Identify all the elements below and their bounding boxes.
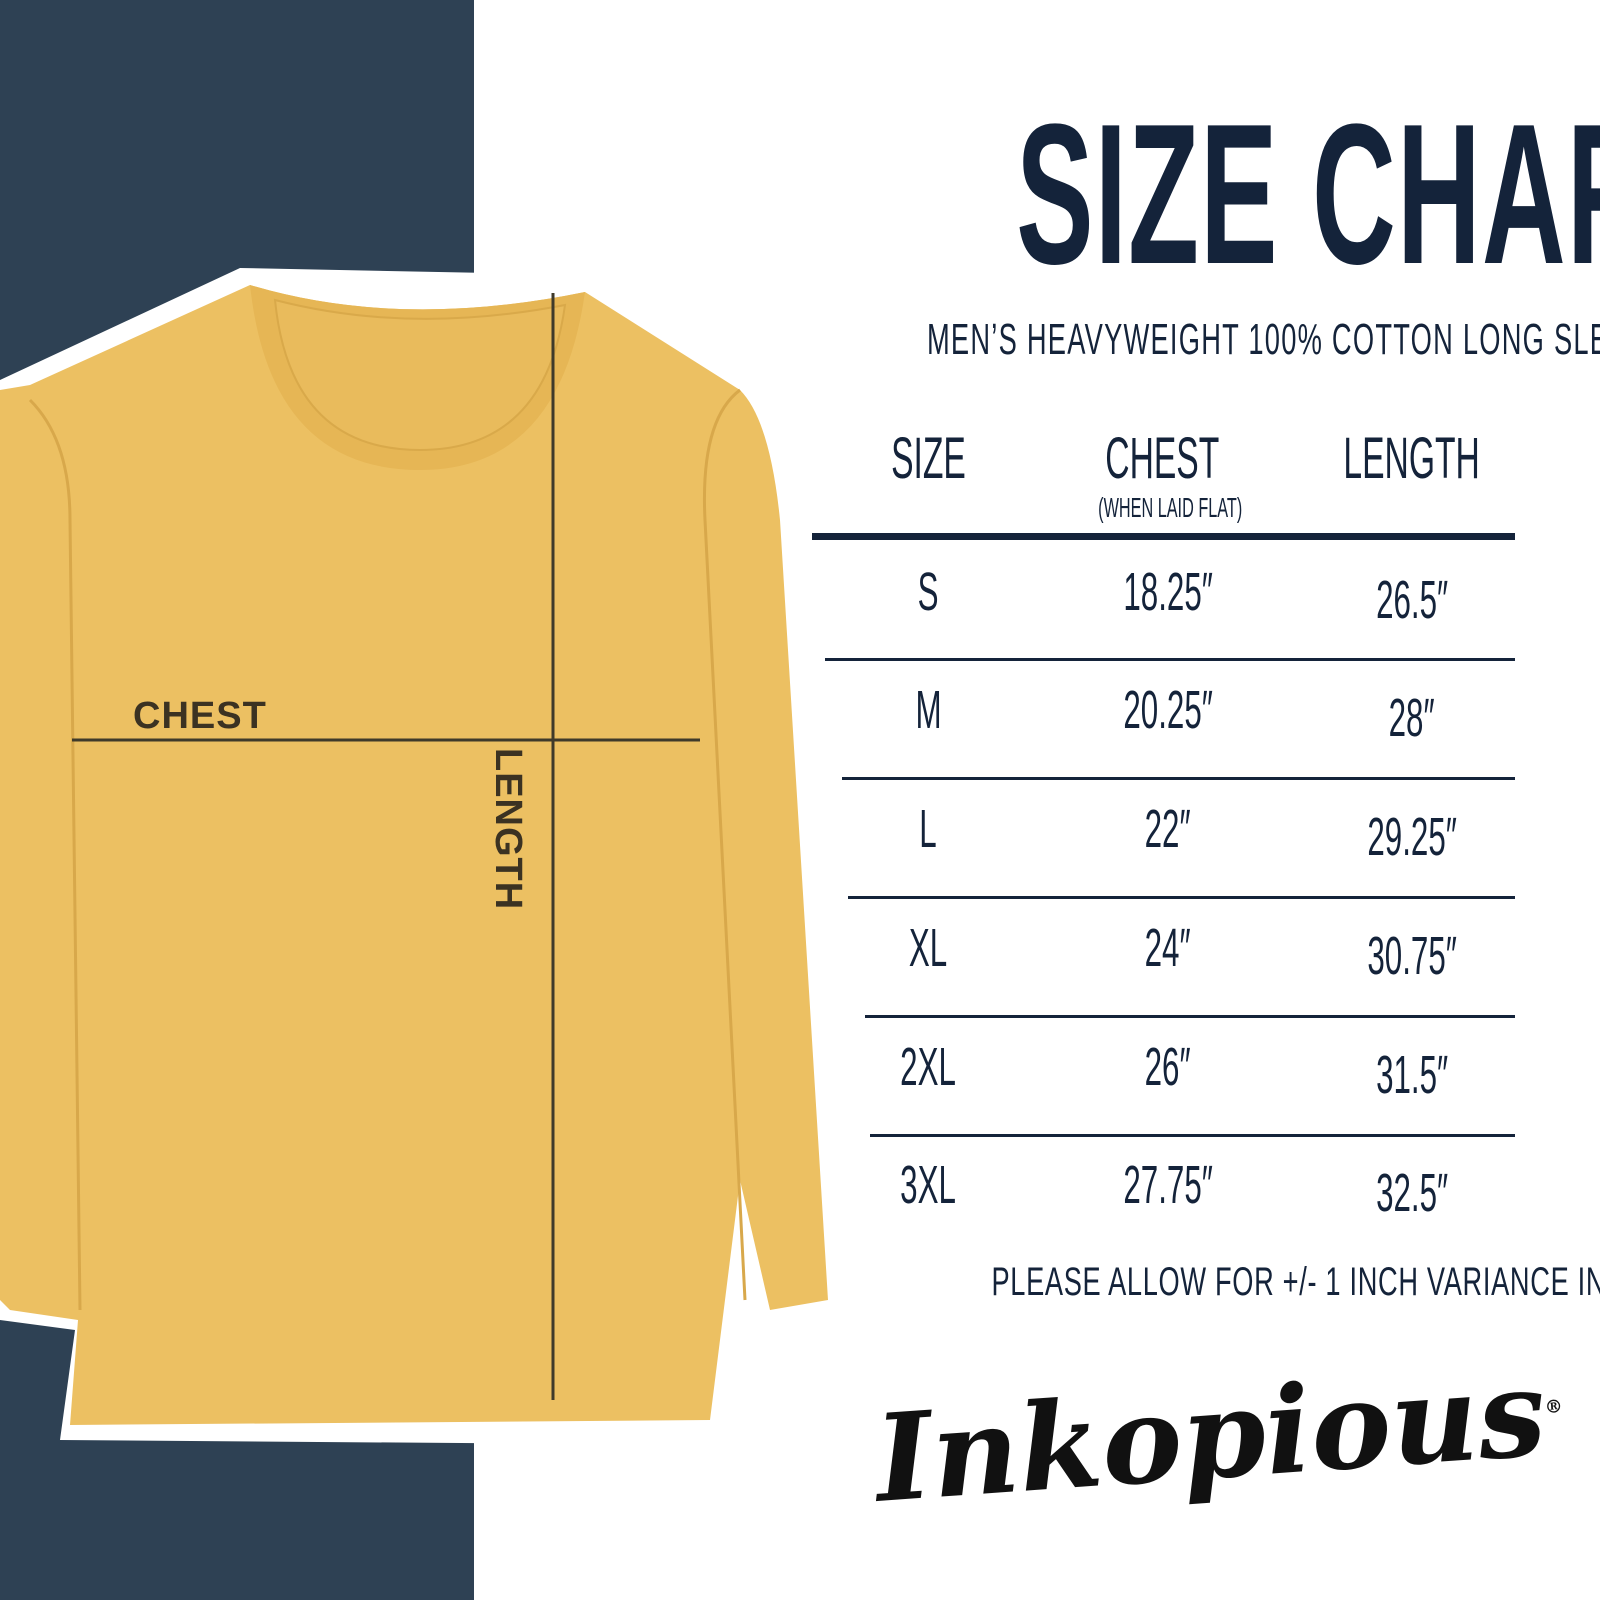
cell-length-text: 26.5″ xyxy=(1375,570,1449,630)
row-divider xyxy=(842,777,1515,780)
cell-length: 29.25″ xyxy=(1262,810,1562,864)
cell-chest-text: 20.25″ xyxy=(1123,680,1213,740)
header-chest-note: (WHEN LAID FLAT) xyxy=(1020,492,1320,524)
cell-chest: 24″ xyxy=(1018,921,1318,975)
header-chest: CHEST xyxy=(1012,430,1312,488)
header-size: SIZE xyxy=(778,430,1078,488)
cell-size: L xyxy=(778,802,1078,856)
cell-length: 26.5″ xyxy=(1262,573,1562,627)
cell-chest-text: 24″ xyxy=(1145,918,1191,978)
cell-size-text: M xyxy=(914,680,942,740)
cell-chest-text: 22″ xyxy=(1145,799,1191,859)
cell-chest: 22″ xyxy=(1018,802,1318,856)
cell-chest: 26″ xyxy=(1018,1040,1318,1094)
chest-label: CHEST xyxy=(133,695,267,737)
cell-chest: 18.25″ xyxy=(1018,565,1318,619)
header-divider xyxy=(812,533,1515,540)
cell-size: 3XL xyxy=(778,1158,1078,1212)
cell-length-text: 31.5″ xyxy=(1375,1045,1449,1105)
header-chest-note-text: (WHEN LAID FLAT) xyxy=(1097,492,1243,523)
cell-chest-text: 18.25″ xyxy=(1123,562,1213,622)
header-length: LENGTH xyxy=(1262,430,1562,488)
shirt-body xyxy=(0,285,828,1425)
cell-length-text: 30.75″ xyxy=(1367,926,1457,986)
header-size-text: SIZE xyxy=(890,426,966,491)
cell-length-text: 28″ xyxy=(1389,688,1435,748)
cell-chest: 20.25″ xyxy=(1018,683,1318,737)
cell-size-text: XL xyxy=(908,918,948,978)
cell-size-text: L xyxy=(919,799,937,859)
length-label: LENGTH xyxy=(487,748,529,911)
cell-size: XL xyxy=(778,921,1078,975)
cell-length-text: 29.25″ xyxy=(1367,807,1457,867)
subtitle-text: MEN’S HEAVYWEIGHT 100% COTTON LONG SLEEV… xyxy=(926,315,1600,364)
row-divider xyxy=(865,1015,1515,1018)
subtitle: MEN’S HEAVYWEIGHT 100% COTTON LONG SLEEV… xyxy=(700,318,1600,362)
cell-size: M xyxy=(778,683,1078,737)
variance-note: PLEASE ALLOW FOR +/- 1 INCH VARIANCE IN … xyxy=(830,1262,1600,1302)
row-divider xyxy=(848,896,1515,899)
variance-note-text: PLEASE ALLOW FOR +/- 1 INCH VARIANCE IN … xyxy=(991,1260,1600,1304)
cell-length-text: 32.5″ xyxy=(1375,1163,1449,1223)
cell-length: 28″ xyxy=(1262,691,1562,745)
row-divider xyxy=(825,658,1515,661)
cell-length: 30.75″ xyxy=(1262,929,1562,983)
header-length-text: LENGTH xyxy=(1343,426,1481,491)
cell-size: 2XL xyxy=(778,1040,1078,1094)
header-chest-text: CHEST xyxy=(1104,426,1219,491)
cell-chest-text: 27.75″ xyxy=(1123,1155,1213,1215)
page-title: SIZE CHART xyxy=(760,95,1600,295)
cell-length: 31.5″ xyxy=(1262,1048,1562,1102)
brand-logo: Inkopious® xyxy=(870,1342,1564,1530)
cell-size-text: 2XL xyxy=(900,1037,956,1097)
long-sleeve-shirt-image xyxy=(0,268,850,1445)
cell-size-text: S xyxy=(917,562,939,622)
row-divider xyxy=(870,1134,1515,1137)
cell-chest: 27.75″ xyxy=(1018,1158,1318,1212)
page-title-text: SIZE CHART xyxy=(1016,83,1600,306)
cell-length: 32.5″ xyxy=(1262,1166,1562,1220)
cell-chest-text: 26″ xyxy=(1145,1037,1191,1097)
cell-size: S xyxy=(778,565,1078,619)
cell-size-text: 3XL xyxy=(900,1155,956,1215)
